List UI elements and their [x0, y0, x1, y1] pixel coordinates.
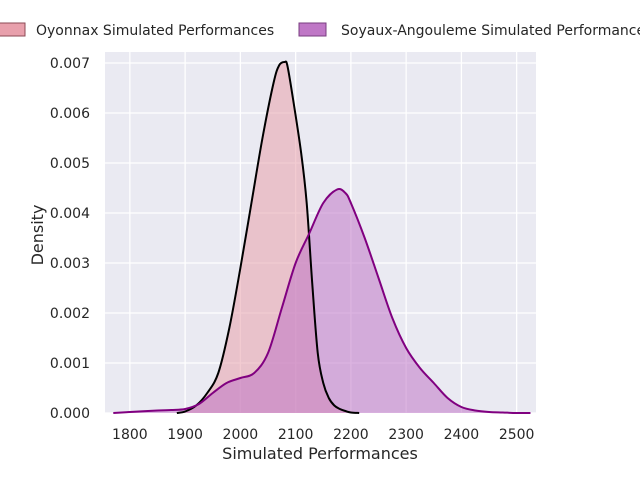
x-tick-label: 2000 — [223, 427, 259, 443]
y-tick-label: 0.001 — [50, 356, 90, 372]
y-tick-label: 0.007 — [50, 56, 90, 72]
density-line-oyonnax — [176, 60, 360, 414]
x-tick-label: 2100 — [278, 427, 314, 443]
density-area-soyaux — [113, 189, 531, 414]
density-line-soyaux — [113, 188, 531, 415]
y-axis-label: Density — [28, 205, 47, 266]
y-tick-label: 0.000 — [50, 406, 90, 422]
legend-label-soyaux: Soyaux-Angouleme Simulated Performances — [341, 23, 640, 39]
x-tick-label: 1800 — [112, 427, 148, 443]
legend-swatch-soyaux — [298, 22, 327, 37]
series-layer — [113, 60, 531, 415]
y-tick-label: 0.005 — [50, 156, 90, 172]
legend-label-oyonnax: Oyonnax Simulated Performances — [36, 23, 274, 39]
y-tick-label: 0.004 — [50, 206, 90, 222]
x-tick-label: 2200 — [333, 427, 369, 443]
x-tick-label: 2500 — [499, 427, 535, 443]
y-tick-label: 0.002 — [50, 306, 90, 322]
y-tick-label: 0.006 — [50, 106, 90, 122]
tick-layer: 1800 1900 2000 2100 2200 2300 2400 2500 0.000 0.0… — [50, 56, 535, 443]
x-tick-label: 2300 — [388, 427, 424, 443]
x-tick-label: 2400 — [444, 427, 480, 443]
legend-swatch-oyonnax — [0, 22, 26, 37]
x-tick-label: 1900 — [167, 427, 203, 443]
legend: Oyonnax Simulated Performances Soyaux-An… — [0, 22, 640, 39]
y-tick-label: 0.003 — [50, 256, 90, 272]
x-axis-label: Simulated Performances — [222, 444, 418, 463]
